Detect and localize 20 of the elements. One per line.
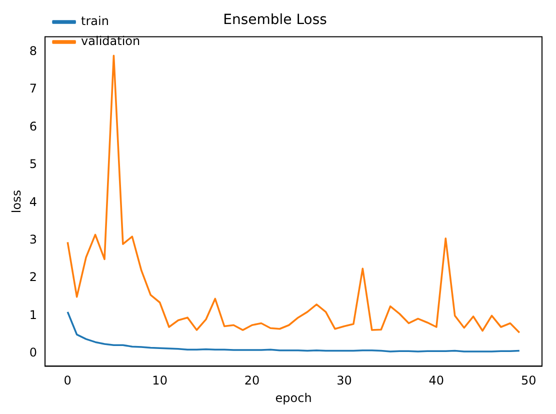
y-tick-label: 7 (29, 82, 38, 96)
x-tick-label: 50 (520, 374, 536, 388)
y-tick-label: 8 (29, 44, 38, 58)
y-tick-label: 5 (29, 157, 38, 172)
x-axis-title: epoch (275, 390, 312, 405)
y-tick-label: 0 (29, 346, 38, 360)
x-tick-label: 10 (152, 374, 168, 388)
x-tick-label: 0 (64, 374, 72, 388)
y-tick-label: 1 (29, 308, 38, 322)
x-tick-label: 40 (428, 374, 444, 388)
legend-label: validation (81, 34, 140, 48)
x-tick-label: 20 (244, 374, 260, 388)
y-axis-title: loss (9, 190, 24, 214)
y-tick-label: 4 (29, 194, 38, 209)
y-tick-label: 3 (29, 232, 38, 246)
legend-label: train (81, 14, 109, 28)
y-tick-label: 2 (29, 270, 38, 284)
chart-title: Ensemble Loss (223, 12, 327, 28)
y-tick-label: 6 (29, 119, 38, 134)
x-tick-label: 30 (336, 374, 352, 388)
